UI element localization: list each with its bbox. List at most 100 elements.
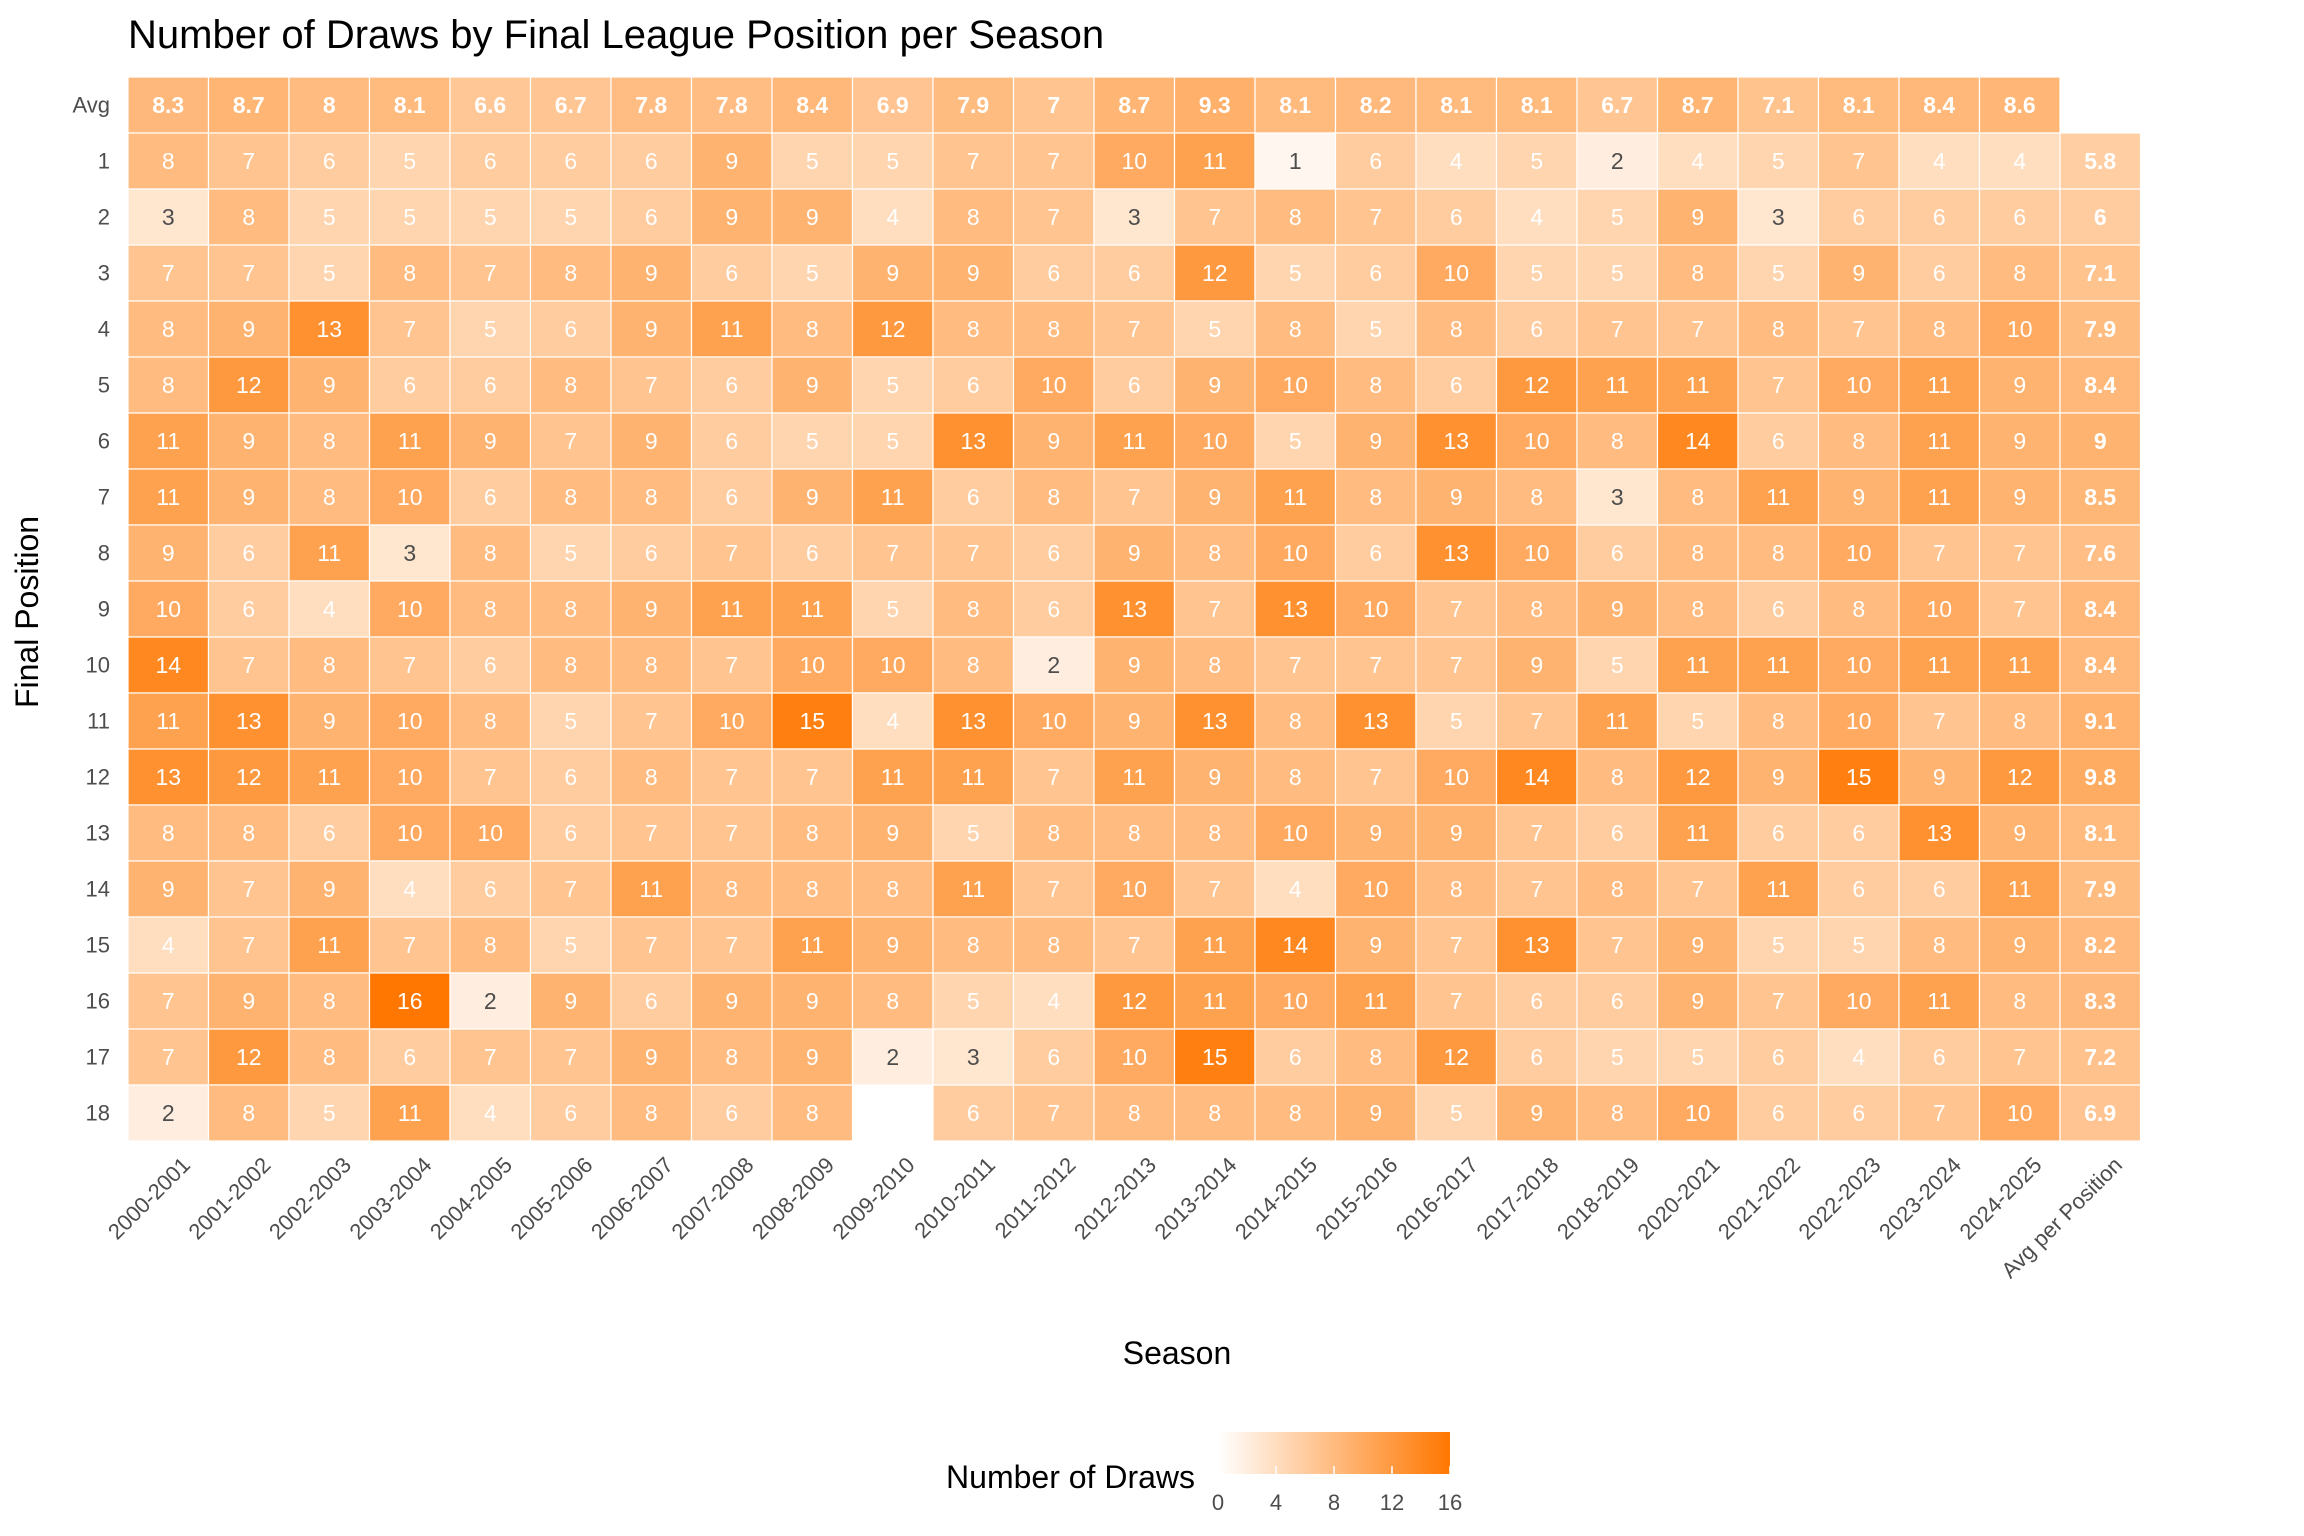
heatmap-cell-label: 6: [1933, 876, 1946, 902]
heatmap-cell-label: 8: [162, 820, 175, 846]
heatmap-cell-label: 6: [1772, 428, 1785, 454]
heatmap-cell: [1898, 580, 1981, 638]
heatmap-cell-label: 10: [1846, 652, 1872, 678]
heatmap-cell-label: 4: [1289, 876, 1302, 902]
heatmap-cell-label: 8: [967, 932, 980, 958]
heatmap-cell-label: 5: [564, 932, 577, 958]
heatmap-cell-label: 5: [323, 1100, 336, 1126]
position-avg-cell: [2059, 188, 2142, 246]
heatmap-cell: [851, 244, 934, 302]
heatmap-cell-label: 9: [1691, 988, 1704, 1014]
heatmap-cell-label: 4: [886, 204, 899, 230]
heatmap-cell-label: 11: [961, 764, 985, 790]
heatmap-cell: [1656, 1028, 1739, 1086]
heatmap-cell-label: 5: [564, 708, 577, 734]
heatmap-cell-label: 6: [1852, 1100, 1865, 1126]
heatmap-cell: [449, 860, 532, 918]
heatmap-cell-label: 5: [886, 148, 899, 174]
heatmap-cell-label: 7: [2013, 596, 2026, 622]
heatmap-cell-label: 9: [645, 428, 658, 454]
heatmap-cell-label: 7: [564, 1044, 577, 1070]
heatmap-cell: [1415, 636, 1498, 694]
heatmap-cell-label: 8: [967, 596, 980, 622]
heatmap-cell: [1093, 972, 1176, 1030]
season-avg-cell-label: 8.7: [233, 92, 265, 118]
season-avg-cell: [529, 76, 612, 134]
y-tick-label: 7: [98, 485, 110, 510]
heatmap-cell-label: 8: [1289, 708, 1302, 734]
heatmap-cell: [1173, 468, 1256, 526]
heatmap-cell-label: 5: [484, 316, 497, 342]
y-tick-label: 17: [86, 1045, 110, 1070]
heatmap-cell-label: 10: [719, 708, 745, 734]
heatmap-cell-label: 15: [799, 708, 825, 734]
heatmap-cell-label: 7: [806, 764, 819, 790]
heatmap-cell-label: 8: [1289, 764, 1302, 790]
heatmap-cell: [127, 412, 210, 470]
heatmap-cell-label: 9: [1852, 484, 1865, 510]
heatmap-cell: [288, 300, 371, 358]
heatmap-cell-label: 5: [1450, 1100, 1463, 1126]
heatmap-cell-label: 4: [484, 1100, 497, 1126]
heatmap-cell-label: 6: [403, 1044, 416, 1070]
x-tick-label: 2023-2024: [1874, 1152, 1966, 1244]
season-avg-cell-label: 6.9: [877, 92, 909, 118]
y-tick-label: 11: [87, 709, 110, 734]
heatmap-cell-missing: [852, 1085, 933, 1141]
heatmap-cell: [932, 636, 1015, 694]
season-average-row: 8.3 8.7 8 8.1 6.6 6.7 7.8 7.8 8.4 6.9 7.9 7 8.7 9.3 8.…: [127, 76, 2061, 134]
heatmap-cell: [1093, 132, 1176, 190]
heatmap-cell: [529, 804, 612, 862]
heatmap-cell-label: 6: [645, 204, 658, 230]
heatmap-cell: [610, 132, 693, 190]
heatmap-cell-label: 6: [484, 876, 497, 902]
heatmap-cell-label: 6: [645, 540, 658, 566]
heatmap-cell: [1254, 972, 1337, 1030]
heatmap-cell: [932, 972, 1015, 1030]
heatmap-cell-label: 9: [1047, 428, 1060, 454]
heatmap-cell-label: 7: [725, 652, 738, 678]
heatmap-cell-label: 3: [162, 204, 175, 230]
heatmap-cell-label: 6: [967, 1100, 980, 1126]
heatmap-cell-label: 11: [720, 596, 744, 622]
heatmap-cell-label: 7: [1450, 932, 1463, 958]
heatmap-cell: [771, 580, 854, 638]
heatmap-cell-label: 8: [1691, 596, 1704, 622]
heatmap-cell: [1495, 356, 1578, 414]
heatmap-cell: [1576, 1084, 1659, 1142]
heatmap-cell-label: 5: [1530, 260, 1543, 286]
season-avg-cell-label: 9.3: [1199, 92, 1231, 118]
heatmap-cell-label: 4: [1691, 148, 1704, 174]
heatmap-cell: [207, 412, 290, 470]
heatmap-cell: [932, 748, 1015, 806]
heatmap-cell-label: 3: [1772, 204, 1785, 230]
heatmap-cell-label: 8: [1047, 820, 1060, 846]
heatmap-cell: [1415, 804, 1498, 862]
heatmap-cell-label: 9: [1128, 708, 1141, 734]
heatmap-cell-label: 10: [1282, 372, 1308, 398]
heatmap-cell-label: 9: [1369, 932, 1382, 958]
y-tick-label: 10: [86, 653, 110, 678]
x-tick-label: 2012-2013: [1069, 1152, 1161, 1244]
heatmap-cell: [449, 468, 532, 526]
heatmap-cell: [1656, 468, 1739, 526]
heatmap-cell-label: 12: [236, 372, 262, 398]
heatmap-cell: [690, 356, 773, 414]
color-legend: Number of Draws 0 4 8 12 16: [946, 1432, 1462, 1515]
heatmap-cell: [1173, 356, 1256, 414]
heatmap-cell-label: 9: [1450, 484, 1463, 510]
heatmap-cell: [932, 244, 1015, 302]
heatmap-cell-label: 7: [1208, 204, 1221, 230]
heatmap-cell: [1012, 748, 1095, 806]
heatmap-cell: [529, 300, 612, 358]
x-tick-label: 2021-2022: [1713, 1152, 1805, 1244]
heatmap-cell: [610, 972, 693, 1030]
heatmap-cell-label: 6: [323, 820, 336, 846]
heatmap-cell-label: 6: [1611, 988, 1624, 1014]
x-tick-label: 2008-2009: [747, 1152, 839, 1244]
heatmap-cell-label: 5: [806, 260, 819, 286]
heatmap-cell: [932, 188, 1015, 246]
heatmap-cell-label: 6: [242, 540, 255, 566]
heatmap-cell: [127, 972, 210, 1030]
season-avg-cell: [1495, 76, 1578, 134]
